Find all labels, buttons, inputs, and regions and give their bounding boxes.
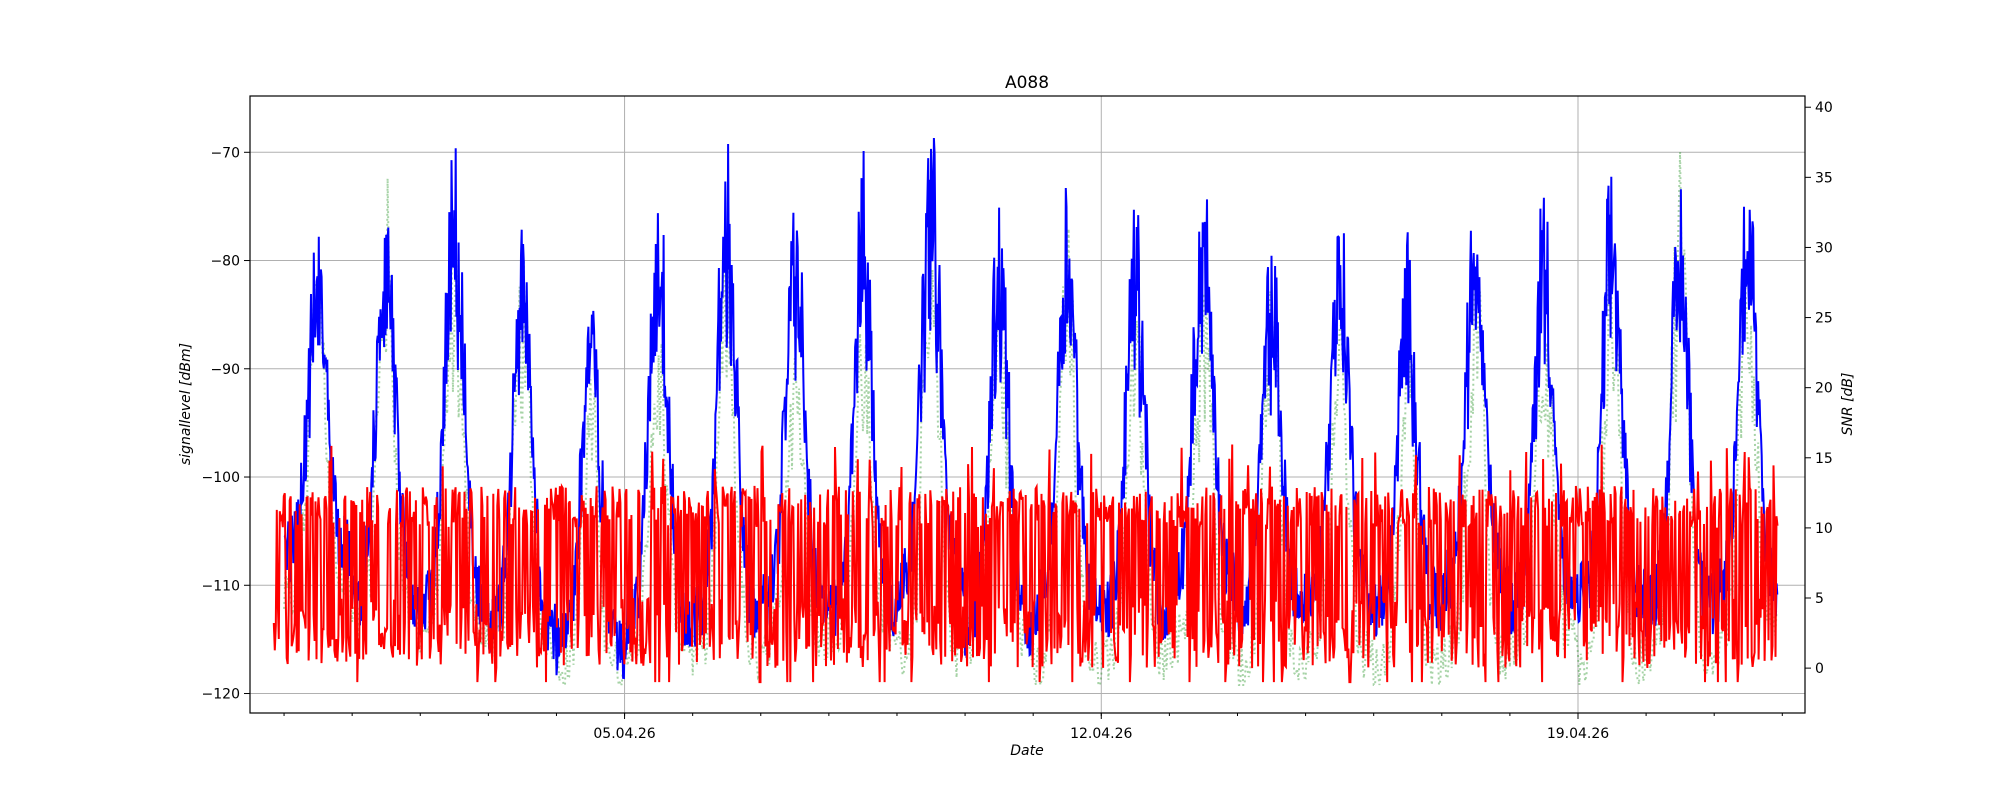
y-right-tick-label: 30 [1815,240,1833,256]
y-left-tick-label: −100 [202,470,240,486]
y-axis-label-left: signallevel [dBm] [178,343,194,465]
y-axis-label-right: SNR [dB] [1840,373,1856,436]
x-tick-label: 12.04.26 [1070,726,1132,742]
y-left-tick-label: −90 [210,362,240,378]
y-left-tick-label: −80 [210,254,240,270]
x-tick-label: 19.04.26 [1547,726,1609,742]
y-right-tick-label: 35 [1815,170,1833,186]
x-tick-label: 05.04.26 [593,726,655,742]
y-right-tick-label: 40 [1815,100,1833,116]
chart-title: A088 [1005,73,1049,93]
y-left-tick-label: −120 [202,687,240,703]
series-snr-line [272,444,1779,684]
y-left-tick-label: −110 [202,578,240,594]
y-right-tick-label: 20 [1815,381,1833,397]
x-axis-label: Date [1010,743,1043,759]
y-left-tick-label: −70 [210,145,240,161]
y-right-tick-label: 10 [1815,521,1833,537]
y-right-tick-label: 15 [1815,451,1833,467]
ticks-layer: −120 −110 −100 −90 −80 −70 0 5 10 15 20 25 30 35 40 05.… [202,100,1833,742]
series-layer [272,137,1779,689]
y-right-tick-label: 0 [1815,661,1824,677]
y-right-tick-label: 25 [1815,311,1833,327]
plot-frame [249,95,1806,714]
y-right-tick-label: 5 [1815,591,1824,607]
